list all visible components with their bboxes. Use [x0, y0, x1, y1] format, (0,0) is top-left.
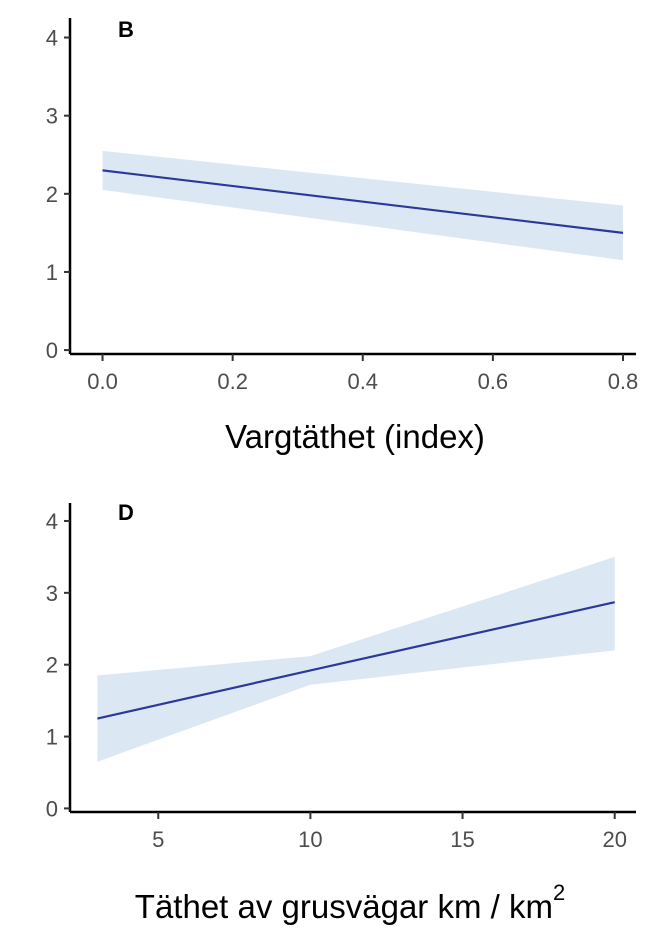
x-tick-label: 0.4	[347, 369, 378, 394]
y-tick-label: 1	[46, 260, 58, 285]
y-tick-label: 1	[46, 725, 58, 750]
x-tick-label: 5	[152, 827, 164, 852]
panel-d: 0 1 2 3 4 5 10 15 20 D Täthet av grusvägar km /…	[46, 500, 636, 925]
x-tick-label: 15	[450, 827, 474, 852]
x-tick-label: 20	[602, 827, 626, 852]
panel-d-x-ticks: 5 10 15 20	[152, 812, 627, 852]
panel-d-x-axis-title: Täthet av grusvägar km / km2	[135, 880, 565, 925]
y-tick-label: 2	[46, 182, 58, 207]
y-tick-label: 0	[46, 338, 58, 363]
y-tick-label: 3	[46, 104, 58, 129]
x-tick-label: 0.8	[608, 369, 639, 394]
y-tick-label: 0	[46, 796, 58, 821]
panel-d-x-axis-title-text: Täthet av grusvägar km / km	[135, 888, 553, 925]
panel-b-x-axis-title-text: Vargtäthet (index)	[225, 418, 485, 455]
panel-d-x-axis-title-sup: 2	[553, 880, 565, 905]
y-tick-label: 4	[46, 26, 58, 51]
panel-b-confidence-band	[102, 150, 623, 261]
y-tick-label: 3	[46, 581, 58, 606]
y-tick-label: 4	[46, 509, 58, 534]
x-tick-label: 10	[298, 827, 322, 852]
x-tick-label: 0.6	[478, 369, 509, 394]
panel-b-x-ticks: 0.0 0.2 0.4 0.6 0.8	[87, 354, 638, 394]
panel-d-fit-line	[97, 601, 615, 720]
y-tick-label: 2	[46, 653, 58, 678]
panel-d-label: D	[118, 500, 134, 525]
panel-b-y-ticks: 0 1 2 3 4	[46, 26, 70, 363]
panel-d-y-ticks: 0 1 2 3 4	[46, 509, 70, 821]
panel-b-fit-line	[102, 169, 624, 234]
panel-b: 0 1 2 3 4 0.0 0.2 0.4 0.6 0.8 B Vargtäthet (inde…	[46, 17, 639, 455]
panel-b-x-axis-title: Vargtäthet (index)	[225, 418, 485, 455]
x-tick-label: 0.2	[217, 369, 248, 394]
x-tick-label: 0.0	[87, 369, 118, 394]
panel-b-label: B	[118, 17, 134, 42]
